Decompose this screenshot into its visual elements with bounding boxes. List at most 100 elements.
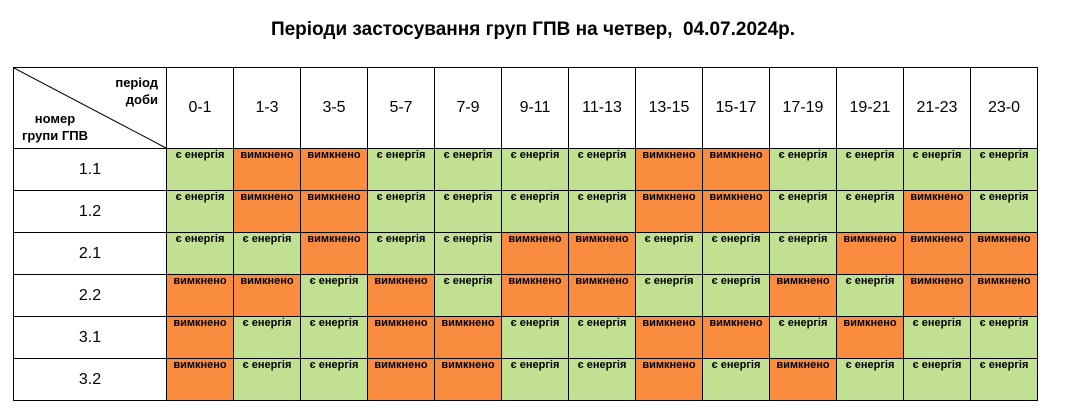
status-cell-on: є енергія bbox=[367, 148, 435, 191]
status-cell-off: вимкнено bbox=[367, 316, 435, 359]
status-cell-off: вимкнено bbox=[501, 274, 569, 317]
status-cell-on: є енергія bbox=[635, 232, 703, 275]
status-cell-off: вимкнено bbox=[903, 232, 971, 275]
table-row: 1.2 є енергія вимкнено вимкнено є енергія є е… bbox=[13, 190, 1038, 233]
status-cell-on: є енергія bbox=[702, 358, 770, 401]
period-header: 3-5 bbox=[300, 67, 368, 149]
status-cell-off: вимкнено bbox=[300, 232, 368, 275]
status-cell-on: є енергія bbox=[836, 274, 904, 317]
status-cell-off: вимкнено bbox=[166, 358, 234, 401]
status-cell-off: вимкнено bbox=[903, 274, 971, 317]
status-cell-off: вимкнено bbox=[434, 316, 502, 359]
status-cell-on: є енергія bbox=[166, 190, 234, 233]
status-cell-on: є енергія bbox=[568, 148, 636, 191]
status-cell-off: вимкнено bbox=[635, 316, 703, 359]
table-row: 3.1 вимкнено є енергія є енергія вимкнено вим… bbox=[13, 316, 1038, 359]
status-cell-on: є енергія bbox=[836, 190, 904, 233]
status-cell-off: вимкнено bbox=[233, 148, 301, 191]
status-cell-off: вимкнено bbox=[568, 232, 636, 275]
period-header: 21-23 bbox=[903, 67, 971, 149]
status-cell-on: є енергія bbox=[300, 316, 368, 359]
period-header: 17-19 bbox=[769, 67, 837, 149]
group-number: 3.2 bbox=[13, 358, 167, 401]
status-cell-on: є енергія bbox=[903, 358, 971, 401]
group-label: номер групи ГПВ bbox=[22, 111, 88, 143]
status-cell-on: є енергія bbox=[300, 358, 368, 401]
status-cell-off: вимкнено bbox=[501, 232, 569, 275]
period-header: 1-3 bbox=[233, 67, 301, 149]
status-cell-on: є енергія bbox=[903, 316, 971, 359]
status-cell-on: є енергія bbox=[970, 148, 1038, 191]
table-row: 3.2 вимкнено є енергія є енергія вимкнено вим… bbox=[13, 358, 1038, 401]
status-cell-off: вимкнено bbox=[970, 232, 1038, 275]
table-row: 2.2 вимкнено вимкнено є енергія вимкнено є ен… bbox=[13, 274, 1038, 317]
status-cell-on: є енергія bbox=[434, 190, 502, 233]
status-cell-on: є енергія bbox=[836, 148, 904, 191]
status-cell-on: є енергія bbox=[836, 358, 904, 401]
group-number: 1.2 bbox=[13, 190, 167, 233]
status-cell-on: є енергія bbox=[501, 316, 569, 359]
page-title: Періоди застосування груп ГПВ на четвер,… bbox=[270, 19, 796, 40]
period-header: 19-21 bbox=[836, 67, 904, 149]
status-cell-on: є енергія bbox=[501, 190, 569, 233]
table-row: 1.1 є енергія вимкнено вимкнено є енергія є е… bbox=[13, 148, 1038, 191]
period-header: 11-13 bbox=[568, 67, 636, 149]
status-cell-off: вимкнено bbox=[836, 232, 904, 275]
status-cell-on: є енергія bbox=[702, 232, 770, 275]
status-cell-on: є енергія bbox=[233, 316, 301, 359]
period-header: 9-11 bbox=[501, 67, 569, 149]
status-cell-on: є енергія bbox=[970, 190, 1038, 233]
status-cell-on: є енергія bbox=[769, 316, 837, 359]
status-cell-on: є енергія bbox=[233, 358, 301, 401]
status-cell-on: є енергія bbox=[501, 148, 569, 191]
status-cell-off: вимкнено bbox=[166, 274, 234, 317]
status-cell-on: є енергія bbox=[367, 232, 435, 275]
period-header: 0-1 bbox=[166, 67, 234, 149]
status-cell-on: є енергія bbox=[769, 190, 837, 233]
status-cell-off: вимкнено bbox=[233, 274, 301, 317]
schedule-table: період доби номер групи ГПВ 0-1 1-3 3-5 … bbox=[13, 67, 1038, 401]
status-cell-on: є енергія bbox=[434, 148, 502, 191]
table-row: 2.1 є енергія є енергія вимкнено є енергія є … bbox=[13, 232, 1038, 275]
status-cell-on: є енергія bbox=[635, 274, 703, 317]
status-cell-on: є енергія bbox=[166, 148, 234, 191]
status-cell-off: вимкнено bbox=[300, 148, 368, 191]
period-header: 23-0 bbox=[970, 67, 1038, 149]
group-number: 2.1 bbox=[13, 232, 167, 275]
status-cell-on: є енергія bbox=[233, 232, 301, 275]
status-cell-off: вимкнено bbox=[702, 316, 770, 359]
status-cell-off: вимкнено bbox=[635, 358, 703, 401]
status-cell-on: є енергія bbox=[970, 358, 1038, 401]
status-cell-on: є енергія bbox=[434, 232, 502, 275]
status-cell-on: є енергія bbox=[769, 148, 837, 191]
status-cell-on: є енергія bbox=[434, 274, 502, 317]
corner-header-cell: період доби номер групи ГПВ bbox=[13, 67, 167, 149]
status-cell-on: є енергія bbox=[568, 358, 636, 401]
status-cell-off: вимкнено bbox=[635, 190, 703, 233]
status-cell-off: вимкнено bbox=[769, 274, 837, 317]
diagonal-divider bbox=[14, 68, 166, 148]
schedule-body: 1.1 є енергія вимкнено вимкнено є енергія є е… bbox=[13, 148, 1038, 401]
period-header: 5-7 bbox=[367, 67, 435, 149]
group-number: 1.1 bbox=[13, 148, 167, 191]
status-cell-off: вимкнено bbox=[702, 148, 770, 191]
status-cell-on: є енергія bbox=[702, 274, 770, 317]
status-cell-off: вимкнено bbox=[903, 190, 971, 233]
status-cell-on: є енергія bbox=[769, 232, 837, 275]
period-header: 13-15 bbox=[635, 67, 703, 149]
status-cell-on: є енергія bbox=[367, 190, 435, 233]
status-cell-off: вимкнено bbox=[166, 316, 234, 359]
status-cell-off: вимкнено bbox=[568, 274, 636, 317]
status-cell-off: вимкнено bbox=[769, 358, 837, 401]
status-cell-on: є енергія bbox=[300, 274, 368, 317]
status-cell-on: є енергія bbox=[568, 316, 636, 359]
status-cell-off: вимкнено bbox=[702, 190, 770, 233]
period-header: 7-9 bbox=[434, 67, 502, 149]
status-cell-off: вимкнено bbox=[434, 358, 502, 401]
status-cell-on: є енергія bbox=[166, 232, 234, 275]
status-cell-off: вимкнено bbox=[367, 274, 435, 317]
status-cell-off: вимкнено bbox=[233, 190, 301, 233]
status-cell-off: вимкнено bbox=[836, 316, 904, 359]
status-cell-off: вимкнено bbox=[970, 274, 1038, 317]
status-cell-off: вимкнено bbox=[300, 190, 368, 233]
